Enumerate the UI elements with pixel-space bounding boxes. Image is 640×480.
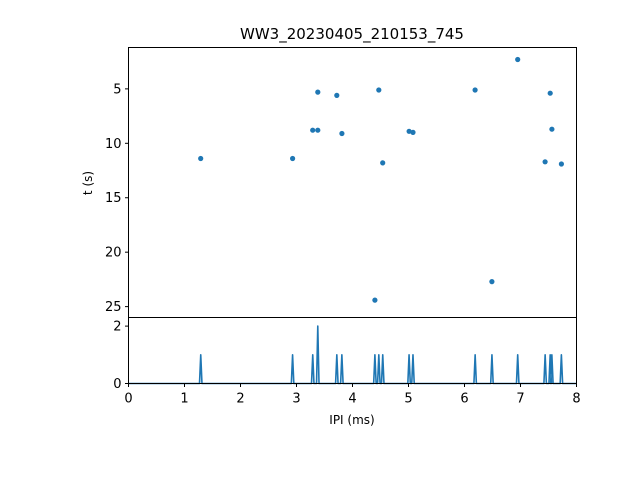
scatter-frame [128,47,577,318]
scatter-points [198,56,565,303]
histogram-y-tick-label-0: 0 [113,377,121,392]
scatter-y-tick-label-2: 15 [105,191,122,206]
x-tick-label-2: 2 [236,392,244,407]
scatter-y-tick-label-3: 20 [105,246,122,261]
scatter-y-tick-label-1: 10 [105,137,122,152]
scatter-point-12 [472,87,478,93]
x-tick-label-6: 6 [460,392,468,407]
x-tick-label-4: 4 [348,392,356,407]
scatter-point-8 [376,87,382,93]
scatter-point-9 [380,160,386,166]
scatter-point-16 [547,90,553,96]
scatter-point-6 [339,130,345,137]
scatter-point-7 [372,297,378,303]
chart-title: WW3_20230405_210153_745 [240,25,464,44]
scatter-point-4 [315,89,321,95]
scatter-point-5 [334,92,340,98]
x-tick-label-8: 8 [572,392,580,407]
x-tick-label-1: 1 [180,392,188,407]
scatter-point-3 [315,127,321,133]
x-axis-ticks: 0 1 2 3 4 5 6 7 8 [124,383,581,407]
x-tick-label-7: 7 [516,392,524,407]
scatter-y-tick-label-4: 25 [105,300,122,315]
scatter-panel: 5 10 15 20 25 [105,47,577,318]
scatter-point-13 [489,279,495,285]
scatter-y-tick-label-0: 5 [113,82,121,97]
x-tick-label-3: 3 [292,392,300,407]
scatter-point-17 [549,126,555,132]
scatter-point-0 [198,155,204,162]
histogram-y-ticks: 02 [113,320,129,392]
histogram-line [128,325,577,385]
histogram-y-tick-label-1: 2 [113,320,121,335]
x-axis-label: IPI (ms) [329,413,374,427]
y-axis-label: t (s) [81,171,95,195]
scatter-point-14 [515,56,521,63]
scatter-point-15 [542,159,548,165]
scatter-point-1 [290,155,296,162]
scatter-point-2 [310,127,316,133]
x-tick-label-5: 5 [404,392,412,407]
scatter-point-11 [410,129,416,135]
scatter-point-18 [558,161,565,167]
histogram-frame [128,317,577,384]
scatter-point-10 [406,128,412,134]
scatter-y-ticks: 5 10 15 20 25 [105,82,129,315]
x-tick-label-0: 0 [124,392,132,407]
